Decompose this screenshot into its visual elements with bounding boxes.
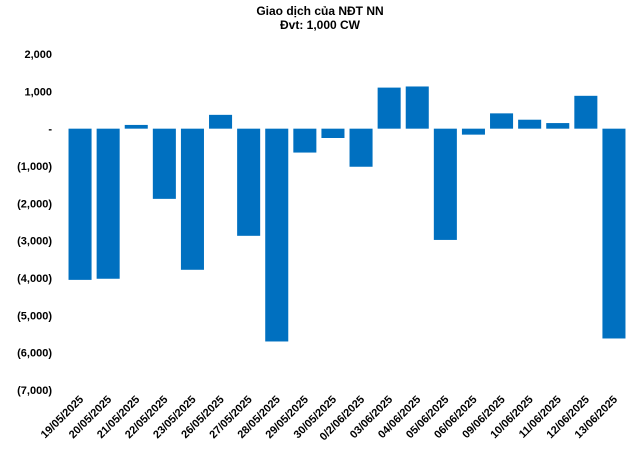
bar-04-06-2025 [405,86,429,129]
bar-06-06-2025 [461,128,485,135]
bar-03-06-2025 [377,87,401,129]
y-tick-label: (7,000) [17,385,52,397]
chart-title: Giao dịch của NĐT NN [256,4,384,18]
bar-12-06-2025 [574,95,598,129]
bar-11-06-2025 [546,123,570,129]
bar-13-06-2025 [602,128,626,339]
bar-10-06-2025 [518,119,542,129]
y-tick-label: 2,000 [24,49,52,61]
chart-subtitle: Đvt: 1,000 CW [279,18,361,32]
y-tick-label: - [48,124,52,136]
bar-19-05-2025 [68,128,92,280]
y-tick-label: (3,000) [17,236,52,248]
y-tick-label: (5,000) [17,310,52,322]
y-tick-label: (1,000) [17,161,52,173]
bar-26-05-2025 [209,114,233,129]
bar-20-05-2025 [96,128,120,279]
bar-02-06-2025 [349,128,373,167]
y-tick-label: 1,000 [24,86,52,98]
bar-22-05-2025 [152,128,176,199]
bar-30-05-2025 [321,128,345,138]
bar-09-06-2025 [490,113,514,129]
bar-27-05-2025 [237,128,261,236]
y-tick-label: (2,000) [17,198,52,210]
bar-23-05-2025 [180,128,204,270]
y-tick-label: (6,000) [17,348,52,360]
bar-05-06-2025 [433,128,457,240]
y-tick-label: (4,000) [17,273,52,285]
bar-28-05-2025 [265,128,289,342]
bar-29-05-2025 [293,128,317,153]
bar-21-05-2025 [124,124,148,129]
